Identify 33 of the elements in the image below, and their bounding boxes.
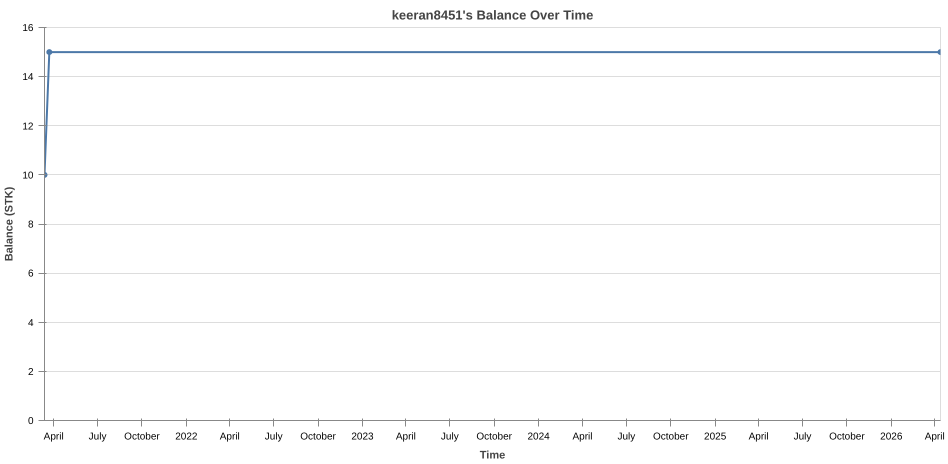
x-tick-label: April [924,432,945,442]
y-axis-title: Balance (STK) [3,186,16,262]
y-tick-label: 4 [28,318,34,329]
x-tick-label: 2023 [351,432,374,442]
y-tick-label: 8 [28,220,34,230]
x-tick-label: 2026 [880,432,903,442]
x-tick-label: April [220,432,240,442]
y-tick-label: 2 [28,366,34,378]
x-tick-label: July [264,432,283,442]
x-tick-label: April [396,432,416,442]
x-tick-label: October [476,432,513,442]
x-tick-label: July [440,432,459,442]
y-tick-label: 6 [28,268,34,280]
x-tick-label: October [829,432,866,442]
x-tick-label: 2022 [175,432,198,442]
x-tick-label: October [124,432,160,442]
x-tick-label: July [794,432,812,442]
x-tick-label: October [300,432,337,442]
y-tick-label: 10 [22,170,34,182]
y-tick-label: 12 [22,121,34,132]
x-tick-label: 2025 [704,432,727,442]
x-tick-label: April [44,432,64,442]
y-tick-label: 16 [22,23,34,34]
x-tick-label: April [748,432,769,442]
x-tick-label: July [88,432,106,442]
x-axis-title: Time [480,450,506,462]
x-tick-label: 2024 [527,432,550,442]
x-tick-label: July [618,432,636,442]
x-tick-label: October [653,432,690,442]
chart-title: keeran8451's Balance Over Time [392,8,594,22]
x-tick-label: April [572,432,592,442]
y-tick-label: 14 [22,72,34,84]
y-tick-label: 0 [28,416,34,427]
